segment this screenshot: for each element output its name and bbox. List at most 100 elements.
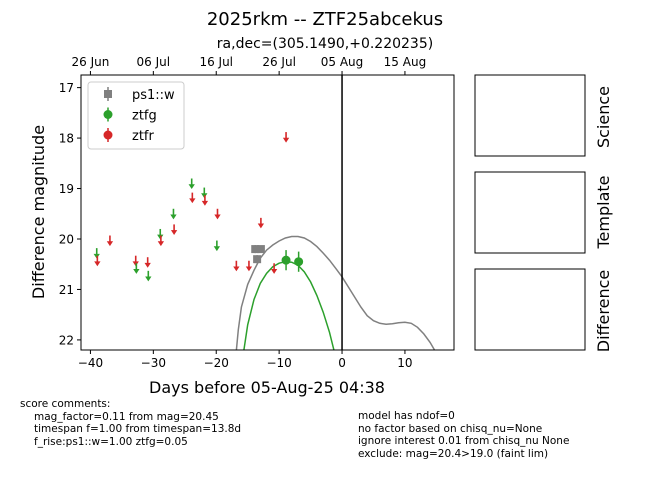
difference-panel (474, 268, 586, 351)
model-comments: model has ndof=0 no factor based on chis… (358, 410, 569, 460)
upper-limit-head (213, 246, 221, 252)
legend-label: ps1::w (132, 88, 175, 103)
top-tick-label: 16 Jul (199, 55, 233, 69)
x-tick-label: 10 (397, 356, 412, 370)
model-comment-line: ignore interest 0.01 from chisq_nu None (358, 435, 570, 447)
legend-marker (104, 90, 112, 98)
data-points (251, 245, 304, 272)
model-curve-ps1--w (235, 235, 436, 350)
point-marker (253, 255, 262, 264)
upper-limit-marker (188, 178, 195, 190)
legend-label: ztfr (132, 129, 154, 144)
upper-limit-marker (170, 224, 178, 235)
upper-limit-head (270, 268, 278, 274)
upper-limit-head (170, 214, 177, 220)
legend-entry: ztfg (103, 107, 157, 124)
x-tick-label: −20 (204, 356, 229, 370)
upper-limit-marker (257, 217, 265, 229)
score-comments-header: score comments: (20, 398, 111, 410)
legend-entry: ps1::w (104, 87, 175, 103)
upper-limit-marker (170, 208, 177, 220)
x-tick-label: −40 (78, 356, 103, 370)
upper-limit-head (214, 214, 221, 220)
upper-limit-head (170, 230, 178, 235)
y-tick-label: 21 (59, 283, 74, 297)
upper-limit-head (106, 241, 114, 247)
y-tick-label: 19 (59, 182, 74, 196)
top-tick-label: 05 Aug (321, 55, 364, 69)
y-tick-label: 22 (59, 333, 74, 347)
x-axis: −40 −30 −20 −10 0 10 (78, 350, 413, 370)
score-comment-line: mag_factor=0.11 from mag=20.45 (34, 410, 219, 423)
plot-frame (80, 74, 455, 351)
upper-limit-head (144, 262, 151, 268)
upper-limit-head (189, 198, 196, 204)
score-comment-line: timespan f=1.00 from timespan=13.8d (34, 423, 242, 435)
legend-label: ztfg (132, 109, 157, 124)
upper-limit-marker (189, 192, 196, 204)
upper-limit-marker (145, 270, 152, 282)
model-comment-line: no factor based on chisq_nu=None (358, 422, 543, 435)
model-curves (235, 235, 436, 350)
upper-limit-head (133, 268, 140, 274)
y-tick-label: 20 (59, 232, 74, 246)
legend-entry: ztfr (103, 128, 154, 144)
chart-subtitle: ra,dec=(305.1490,+0.220235) (217, 36, 433, 52)
legend-marker (103, 110, 113, 119)
y-axis-label: Difference magnitude (29, 125, 48, 299)
data-point-ps1--w (251, 245, 260, 254)
chart-title: 2025rkm -- ZTF25abcekus (207, 9, 443, 30)
upper-limit-head (245, 266, 253, 272)
upper-limit-marker (106, 235, 114, 247)
upper-limit-marker (94, 255, 101, 267)
point-marker (294, 257, 304, 267)
template-panel (474, 171, 586, 254)
upper-limits (93, 132, 290, 282)
upper-limit-marker (233, 260, 240, 272)
science-panel (474, 74, 586, 157)
point-marker (256, 245, 265, 254)
upper-limit-head (188, 184, 195, 190)
point-marker (281, 255, 291, 265)
image-panels: Science Template Difference (474, 74, 613, 352)
top-tick-label: 15 Aug (384, 55, 427, 69)
model-comment-line: exclude: mag=20.4>19.0 (faint lim) (358, 447, 549, 460)
upper-limit-marker (201, 195, 209, 206)
upper-limit-marker (157, 235, 165, 247)
model-comment-line: model has ndof=0 (358, 410, 455, 422)
point-marker (251, 245, 260, 254)
upper-limit-head (94, 261, 101, 267)
y-tick-label: 17 (59, 81, 74, 95)
upper-limit-head (157, 241, 165, 247)
legend-marker (103, 130, 113, 140)
upper-limit-marker (144, 257, 151, 268)
model-curve-ztfg (243, 260, 335, 350)
data-point-ps1--w (256, 245, 265, 254)
upper-limit-marker (214, 208, 221, 220)
upper-limit-head (233, 266, 240, 272)
top-tick-label: 26 Jun (72, 55, 110, 69)
x-tick-label: −30 (141, 356, 166, 370)
science-panel-label: Science (594, 86, 613, 148)
x-axis-label: Days before 05-Aug-25 04:38 (149, 378, 385, 397)
upper-limit-marker (213, 240, 221, 252)
top-tick-label: 26 Jul (262, 55, 296, 69)
y-axis: 17 18 19 20 21 22 (59, 81, 81, 347)
upper-limit-head (257, 223, 265, 229)
template-panel-label: Template (594, 175, 613, 249)
top-date-axis: 26 Jun 06 Jul 16 Jul 26 Jul 05 Aug 15 Aug (72, 55, 427, 75)
upper-limit-marker (245, 260, 253, 272)
top-tick-label: 06 Jul (137, 55, 171, 69)
upper-limit-marker (282, 132, 290, 143)
x-tick-label: 0 (338, 356, 346, 370)
data-point-ps1--w (253, 255, 262, 264)
data-point-ztfg (281, 250, 291, 271)
legend-box (87, 81, 185, 150)
y-tick-label: 18 (59, 132, 74, 146)
upper-limit-marker (133, 263, 140, 274)
score-comment-line: f_rise:ps1::w=1.00 ztfg=0.05 (34, 435, 188, 448)
score-comments: score comments: mag_factor=0.11 from mag… (20, 398, 241, 448)
plot-area: −40 −30 −20 −10 0 10 17 18 19 20 21 22 26 Jun 06 Ju… (59, 55, 455, 370)
